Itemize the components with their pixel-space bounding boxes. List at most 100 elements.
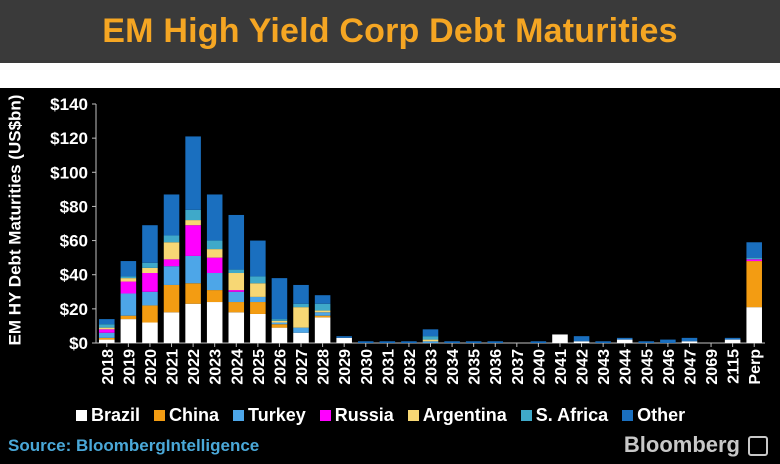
bar-segment-brazil bbox=[185, 303, 201, 343]
x-tick-label: 2115 bbox=[726, 349, 743, 384]
bar-segment-s-africa bbox=[250, 276, 266, 284]
bar-segment-s-africa bbox=[142, 262, 158, 268]
bar-segment-russia bbox=[206, 257, 223, 274]
bar-segment-other bbox=[724, 337, 741, 340]
x-tick-label: 2046 bbox=[661, 349, 678, 385]
legend-swatch bbox=[407, 409, 419, 421]
bar-segment-turkey bbox=[422, 341, 439, 343]
bar-segment-s-africa bbox=[185, 209, 201, 221]
bar-segment-other bbox=[422, 329, 439, 337]
x-tick-label: 2034 bbox=[445, 349, 462, 385]
x-tick-label: 2019 bbox=[121, 349, 138, 385]
x-tick-label: 2031 bbox=[380, 349, 397, 385]
bar-segment-brazil bbox=[228, 312, 245, 343]
bar-segment-argentina bbox=[142, 267, 158, 274]
bar-segment-brazil bbox=[163, 312, 180, 343]
bar-segment-other bbox=[638, 341, 655, 343]
legend-item: S. Africa bbox=[520, 404, 609, 426]
bar-segment-s-africa bbox=[206, 240, 223, 250]
x-tick-label: 2036 bbox=[488, 349, 505, 385]
x-tick-label: 2021 bbox=[165, 349, 182, 385]
legend-item: Turkey bbox=[233, 405, 306, 426]
bar-segment-other bbox=[293, 284, 309, 304]
bar-segment-brazil bbox=[573, 341, 590, 343]
x-tick-label: 2069 bbox=[704, 349, 721, 385]
bloomberg-logo: Bloomberg bbox=[623, 432, 740, 457]
legend-swatch bbox=[233, 409, 245, 421]
bar-segment-other bbox=[681, 337, 698, 342]
bar-segment-s-africa bbox=[228, 269, 245, 274]
legend-label: Argentina bbox=[422, 404, 507, 425]
bar-segment-argentina bbox=[250, 283, 266, 297]
legend-item: China bbox=[154, 405, 219, 426]
legend-swatch bbox=[520, 409, 532, 421]
legend-swatch bbox=[76, 409, 87, 421]
bar-segment-other bbox=[206, 194, 223, 241]
bar-segment-argentina bbox=[99, 327, 115, 330]
bar-segment-russia bbox=[142, 273, 158, 292]
bar-segment-turkey bbox=[142, 291, 158, 306]
bar-segment-turkey bbox=[293, 327, 309, 333]
bar-segment-other bbox=[357, 341, 374, 343]
x-tick-label: Perp bbox=[747, 349, 764, 385]
y-tick-label: $100 bbox=[50, 163, 88, 182]
bar-segment-s-africa bbox=[120, 276, 137, 279]
bar-segment-other bbox=[163, 194, 180, 236]
x-tick-label: 2033 bbox=[424, 349, 441, 385]
legend-item: Argentina bbox=[407, 404, 507, 426]
bar-segment-brazil bbox=[120, 319, 137, 343]
bar-segment-turkey bbox=[163, 266, 180, 285]
bar-segment-other bbox=[595, 341, 611, 343]
bar-segment-other bbox=[185, 136, 201, 210]
bar-segment-other bbox=[271, 278, 288, 320]
bar-segment-china bbox=[250, 302, 266, 314]
bar-segment-other bbox=[120, 261, 137, 277]
x-tick-label: 2045 bbox=[639, 349, 656, 385]
x-tick-label: 2029 bbox=[337, 349, 354, 385]
legend-label: S. Africa bbox=[535, 404, 609, 425]
bar-segment-other bbox=[250, 240, 266, 277]
x-tick-label: 2022 bbox=[186, 349, 203, 385]
bar-segment-russia bbox=[185, 225, 201, 256]
bar-segment-turkey bbox=[314, 312, 331, 316]
bar-segment-s-africa bbox=[746, 257, 762, 260]
legend-item: Other bbox=[622, 405, 685, 426]
bar-segment-brazil bbox=[314, 317, 331, 343]
legend-label: Turkey bbox=[248, 404, 306, 425]
source-note: Source: BloombergIntelligence bbox=[8, 436, 260, 455]
x-tick-label: 2042 bbox=[575, 349, 592, 385]
bar-segment-china bbox=[99, 337, 115, 340]
chart-legend: Brazil China Turkey Russia Argentina S. Afric… bbox=[76, 404, 685, 426]
legend-item: Brazil bbox=[76, 405, 140, 426]
x-tick-label: 2037 bbox=[510, 349, 527, 385]
legend-label: Russia bbox=[334, 404, 394, 425]
x-tick-label: 2024 bbox=[229, 349, 246, 385]
bar-segment-russia bbox=[120, 281, 137, 294]
bar-segment-other bbox=[616, 337, 633, 340]
x-tick-label: 2023 bbox=[208, 349, 225, 385]
x-tick-label: 2032 bbox=[402, 349, 419, 385]
bar-segment-turkey bbox=[99, 332, 115, 338]
x-tick-label: 2044 bbox=[618, 349, 635, 385]
x-tick-label: 2025 bbox=[251, 349, 268, 385]
bar-segment-argentina bbox=[185, 220, 201, 226]
bar-segment-brazil bbox=[616, 339, 633, 343]
bar-segment-brazil bbox=[724, 339, 741, 343]
bar-segment-turkey bbox=[120, 293, 137, 316]
x-tick-label: 2026 bbox=[272, 349, 289, 385]
bar-segment-china bbox=[120, 315, 137, 320]
x-tick-label: 2035 bbox=[467, 349, 484, 385]
bar-segment-other bbox=[660, 339, 676, 343]
bar-segment-russia bbox=[163, 259, 180, 267]
bar-segment-argentina bbox=[271, 320, 288, 323]
y-tick-label: $80 bbox=[60, 197, 88, 216]
bar-segment-brazil bbox=[206, 302, 223, 343]
legend-label: Other bbox=[637, 404, 686, 425]
bar-segment-turkey bbox=[228, 291, 245, 303]
y-tick-label: $40 bbox=[60, 266, 88, 285]
bloomberg-terminal-icon bbox=[748, 436, 768, 456]
bar-segment-china bbox=[271, 324, 288, 328]
bar-segment-brazil bbox=[552, 334, 568, 343]
x-tick-label: 2047 bbox=[682, 349, 699, 385]
